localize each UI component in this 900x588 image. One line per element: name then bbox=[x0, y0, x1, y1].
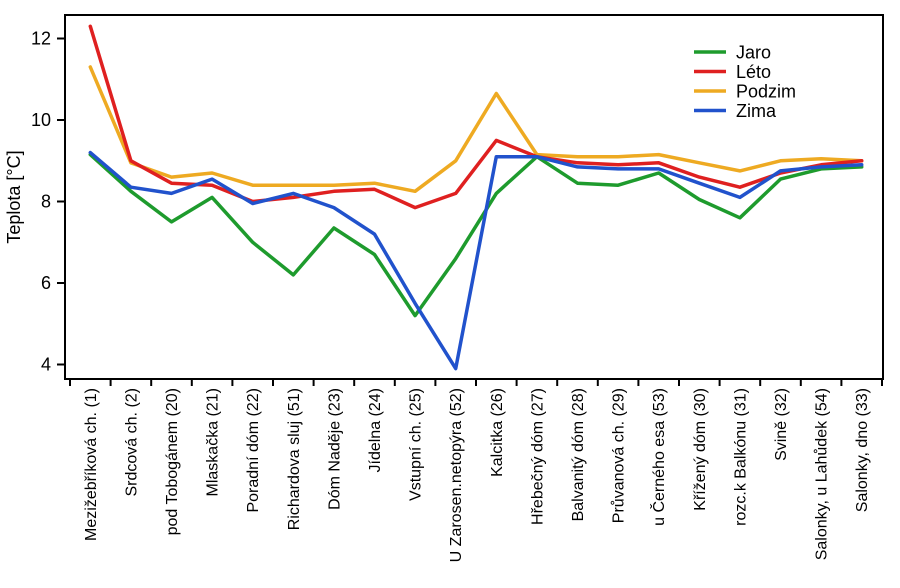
legend-item-podzim: Podzim bbox=[694, 82, 796, 102]
x-tick-label: Dóm Naděje (23) bbox=[326, 388, 343, 510]
x-tick-label: Mezižebříková ch. (1) bbox=[83, 388, 100, 541]
series-line-léto bbox=[88, 24, 864, 210]
x-axis-ticks: Mezižebříková ch. (1) Srdcová ch. (2) pod … bbox=[69, 379, 883, 562]
x-tick-label: pod Tobogánem (20) bbox=[164, 388, 181, 535]
x-tick-label: U Zarosen.netopýra (52) bbox=[448, 388, 465, 562]
x-tick-label: Průvanová ch. (29) bbox=[610, 388, 628, 523]
x-tick-label: Hřebečný dóm (27) bbox=[529, 388, 546, 525]
y-tick-label: 10 bbox=[31, 110, 51, 130]
plot-border bbox=[64, 14, 884, 380]
x-tick-label: Mlaskačka (21) bbox=[205, 388, 222, 496]
x-tick-label: Salonky, u Lahůdek (54) bbox=[813, 388, 831, 560]
x-tick-label: u Černého esa (53) bbox=[649, 388, 668, 526]
x-tick-label: Kalcitka (26) bbox=[489, 388, 506, 477]
x-tick-label: Jídelna (24) bbox=[367, 388, 384, 473]
legend-label-léto: Léto bbox=[736, 62, 771, 82]
legend-item-zima: Zima bbox=[694, 101, 777, 121]
x-tick-label: Svině (32) bbox=[773, 388, 790, 461]
x-tick-label: Richardova sluj (51) bbox=[286, 388, 303, 530]
series-line-zima bbox=[88, 150, 864, 371]
y-tick-label: 8 bbox=[41, 192, 51, 212]
x-tick-label: Křížený dóm (30) bbox=[692, 388, 709, 511]
y-tick-label: 6 bbox=[41, 273, 51, 293]
legend-label-podzim: Podzim bbox=[736, 82, 796, 102]
legend-label-zima: Zima bbox=[736, 101, 777, 121]
x-tick-label: Srdcová ch. (2) bbox=[123, 388, 140, 496]
series-line-jaro bbox=[88, 152, 864, 318]
x-tick-label: Vstupní ch. (25) bbox=[408, 388, 425, 501]
x-tick-label: Salonky, dno (33) bbox=[854, 388, 871, 512]
y-tick-label: 4 bbox=[41, 355, 51, 375]
legend-item-jaro: Jaro bbox=[694, 43, 771, 63]
legend-item-léto: Léto bbox=[694, 62, 771, 82]
y-axis-ticks: 4 6 8 10 12 bbox=[31, 29, 65, 375]
x-tick-label: rozc.k Balkónu (31) bbox=[732, 388, 749, 526]
series-line-podzim bbox=[88, 65, 864, 194]
x-tick-label: Balvanitý dóm (28) bbox=[570, 388, 587, 521]
legend-label-jaro: Jaro bbox=[736, 43, 771, 63]
y-axis-title: Teplota [°C] bbox=[4, 150, 24, 243]
series-lines bbox=[88, 24, 864, 371]
y-tick-label: 12 bbox=[31, 29, 51, 49]
x-tick-label: Poradní dóm (22) bbox=[245, 388, 262, 513]
